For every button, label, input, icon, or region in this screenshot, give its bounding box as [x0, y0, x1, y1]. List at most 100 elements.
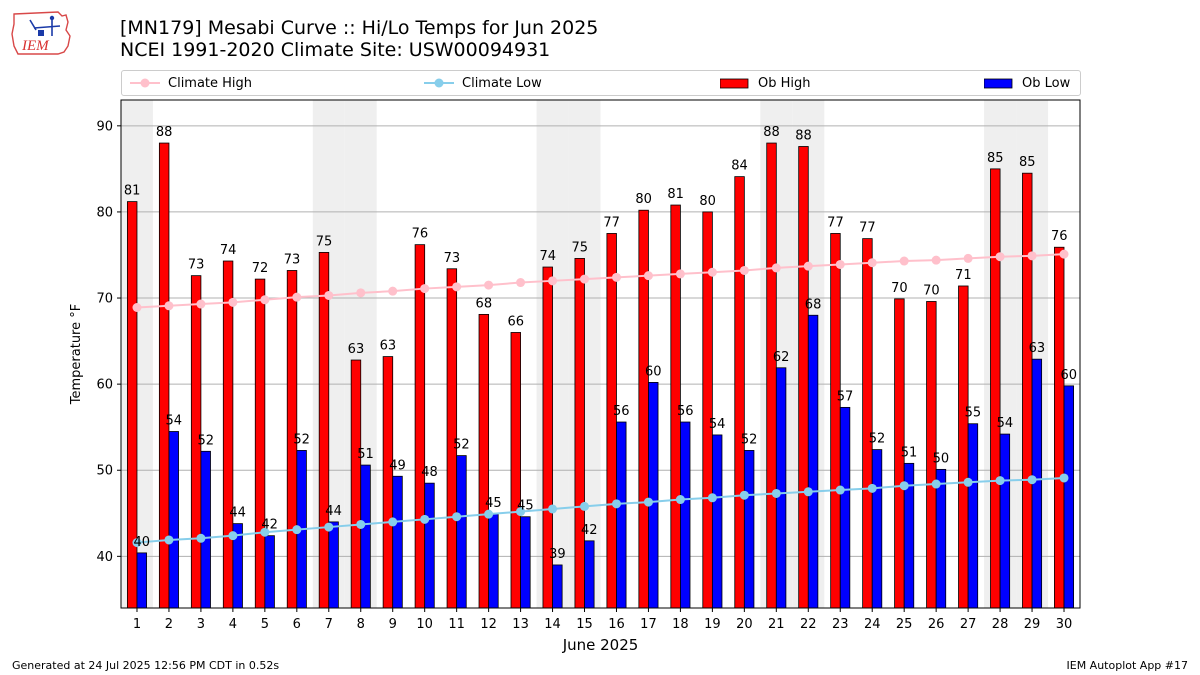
x-tick-label: 28: [992, 617, 1009, 632]
climate-low-point: [228, 531, 238, 541]
climate-low-point: [643, 497, 653, 507]
ob-high-label: 70: [891, 281, 908, 296]
ob-low-label: 50: [933, 451, 950, 466]
ob-high-bar: [1022, 172, 1033, 609]
ob-high-label: 63: [348, 342, 365, 357]
climate-low-point: [995, 476, 1005, 486]
climate-low-point: [803, 487, 813, 497]
climate-low-point: [675, 495, 685, 505]
y-tick-label: 40: [96, 550, 113, 565]
ob-high-bar: [798, 146, 809, 609]
climate-high-point: [1059, 249, 1069, 259]
legend-label-climate-low: Climate Low: [462, 75, 542, 91]
climate-low-point: [356, 519, 366, 529]
climate-high-point: [452, 282, 462, 292]
ob-low-label: 39: [549, 547, 566, 562]
ob-low-bar: [1063, 385, 1075, 609]
ob-low-label: 56: [613, 404, 630, 419]
ob-low-label: 62: [773, 350, 790, 365]
climate-high-point: [643, 271, 653, 281]
ob-low-label: 55: [965, 406, 982, 421]
ob-low-label: 52: [869, 432, 886, 447]
x-tick-label: 7: [325, 617, 333, 632]
ob-low-label: 68: [805, 297, 822, 312]
x-tick-label: 26: [928, 617, 945, 632]
ob-high-label: 66: [508, 314, 525, 329]
x-tick-label: 17: [640, 617, 657, 632]
ob-high-label: 74: [539, 249, 556, 264]
climate-high-point: [324, 290, 334, 300]
climate-high-point: [548, 276, 558, 286]
ob-high-bar: [766, 142, 777, 609]
ob-high-label: 73: [444, 251, 461, 266]
ob-high-bar: [350, 359, 362, 609]
climate-high-point: [260, 295, 270, 305]
x-tick-label: 24: [864, 617, 881, 632]
ob-high-bar: [830, 233, 841, 609]
ob-high-label: 75: [571, 240, 588, 255]
climate-high-point: [899, 256, 909, 266]
ob-low-label: 52: [453, 438, 470, 453]
ob-high-bar: [254, 278, 266, 609]
climate-high-point: [228, 297, 238, 307]
legend-label-ob-high: Ob High: [758, 75, 811, 91]
x-tick-label: 20: [736, 617, 753, 632]
climate-low-point: [420, 514, 430, 524]
climate-high-point: [867, 258, 877, 268]
legend-item-ob-high: Ob High: [720, 71, 811, 95]
x-tick-label: 25: [896, 617, 913, 632]
legend-item-ob-low: Ob Low: [984, 71, 1070, 95]
plot-frame: [120, 99, 1081, 609]
ob-low-label: 49: [389, 458, 406, 473]
x-axis-label: June 2025: [562, 636, 639, 654]
ob-high-bar: [606, 233, 617, 609]
ob-low-bar: [648, 382, 659, 609]
x-tick-label: 6: [293, 617, 301, 632]
legend-label-climate-high: Climate High: [168, 75, 253, 91]
climate-high-point: [931, 255, 941, 265]
climate-high-line: [136, 253, 1065, 309]
ob-high-label: 73: [188, 258, 205, 273]
x-tick-label: 9: [389, 617, 397, 632]
ob-low-label: 51: [357, 447, 374, 462]
x-tick-label: 4: [229, 617, 237, 632]
x-tick-label: 13: [512, 617, 529, 632]
climate-low-point: [963, 477, 973, 487]
ob-low-bar: [967, 423, 979, 609]
climate-low-point: [931, 479, 941, 489]
ob-low-label: 45: [485, 496, 502, 511]
climate-high-point: [675, 269, 685, 279]
climate-high-point: [388, 286, 398, 296]
x-tick-label: 1: [133, 617, 141, 632]
ob-high-label: 77: [603, 215, 620, 230]
climate-low-point: [196, 533, 206, 543]
x-tick-label: 27: [960, 617, 977, 632]
y-tick-label: 90: [96, 119, 113, 134]
y-tick-label: 80: [96, 205, 113, 220]
ob-high-label: 88: [795, 128, 812, 143]
climate-low-point: [548, 504, 558, 514]
ob-low-bar: [328, 521, 339, 609]
ob-high-label: 84: [731, 159, 748, 174]
y-tick-label: 60: [96, 378, 113, 393]
ob-low-bar: [392, 475, 403, 609]
climate-low-point: [867, 483, 877, 493]
app-credit: IEM Autoplot App #17: [1066, 659, 1189, 672]
climate-high-point: [292, 292, 302, 302]
chart-title: [MN179] Mesabi Curve :: Hi/Lo Temps for …: [120, 17, 599, 39]
climate-low-point: [1059, 473, 1069, 483]
ob-low-bar: [616, 421, 627, 609]
iem-logo: IEM: [11, 11, 71, 55]
ob-high-label: 88: [156, 125, 173, 140]
x-tick-label: 18: [672, 617, 689, 632]
ob-high-label: 85: [1019, 155, 1036, 170]
climate-low-point: [835, 485, 845, 495]
ob-low-bar: [168, 431, 179, 609]
climate-high-point: [196, 299, 206, 309]
ob-low-label: 48: [421, 465, 438, 480]
ob-low-bar: [680, 421, 691, 609]
x-tick-label: 5: [261, 617, 269, 632]
climate-low-point: [292, 525, 302, 535]
ob-low-bar: [264, 535, 275, 609]
